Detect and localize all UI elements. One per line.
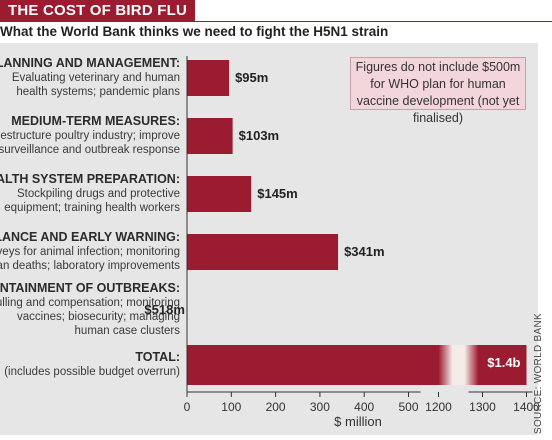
category-name-1: MEDIUM-TERM MEASURES: <box>11 114 180 128</box>
chart-title: THE COST OF BIRD FLU <box>0 0 195 22</box>
x-tick-label-1: 100 <box>221 400 241 414</box>
category-desc-3-1: human deaths; laboratory improvements <box>0 260 180 272</box>
x-tick-label-2: 200 <box>266 400 286 414</box>
bar-total-left <box>187 345 439 385</box>
note-box: Figures do not include $500m for WHO pla… <box>350 57 526 125</box>
category-desc-1-1: surveillance and outbreak response <box>0 144 180 156</box>
title-rule <box>0 21 552 22</box>
bar-2 <box>187 176 252 212</box>
category-name-2: HEALTH SYSTEM PREPARATION: <box>0 172 180 186</box>
x-tick-label-5: 500 <box>398 400 418 414</box>
source-credit: SOURCE: WORLD BANK <box>533 313 544 434</box>
value-label-3: $341m <box>344 244 384 259</box>
category-desc-2-0: Stockpiling drugs and protective <box>17 188 180 200</box>
chart-subtitle: What the World Bank thinks we need to fi… <box>0 24 389 39</box>
value-label-0: $95m <box>235 70 268 85</box>
category-name-4: CONTAINMENT OF OUTBREAKS: <box>0 281 180 295</box>
x-tick-label-8: 1400 <box>513 400 540 414</box>
category-desc-3-0: Surveys for animal infection; monitoring <box>0 246 180 258</box>
category-desc-5-0: (includes possible budget overrun) <box>4 366 180 378</box>
category-desc-0-0: Evaluating veterinary and human <box>12 72 180 84</box>
value-label-1: $103m <box>239 128 279 143</box>
category-desc-4-2: human case clusters <box>75 325 181 337</box>
category-labels-layer: PLANNING AND MANAGEMENT: Evaluating veter… <box>0 56 180 378</box>
category-name-0: PLANNING AND MANAGEMENT: <box>0 56 180 70</box>
bar-1 <box>187 118 233 154</box>
x-axis-title: $ million <box>334 414 382 429</box>
category-name-3: SURVEILLANCE AND EARLY WARNING: <box>0 230 180 244</box>
category-desc-1-0: Restructure poultry industry; improve <box>0 130 180 142</box>
x-axis: 0 100 200 300 400 500 1200 1300 1400 $ million <box>184 56 540 429</box>
value-label-5: $1.4b <box>487 355 520 370</box>
bar-total-break <box>438 345 479 385</box>
bar-3 <box>187 234 339 270</box>
x-tick-label-0: 0 <box>184 400 191 414</box>
bar-0 <box>187 60 230 96</box>
value-label-2: $145m <box>257 186 297 201</box>
category-desc-4-0: Culling and compensation; monitoring <box>0 297 180 309</box>
bars-layer: $95m $103m $145m $341m $518m $1.4b <box>144 60 527 385</box>
x-tick-label-3: 300 <box>310 400 330 414</box>
x-tick-label-7: 1300 <box>469 400 496 414</box>
category-desc-0-1: health systems; pandemic plans <box>16 86 180 98</box>
category-desc-2-1: equipment; training health workers <box>4 202 180 214</box>
category-name-5: TOTAL: <box>135 350 180 364</box>
x-tick-label-6: 1200 <box>425 400 452 414</box>
bar-total-right <box>478 345 527 385</box>
value-label-4: $518m <box>144 302 184 317</box>
category-desc-4-1: vaccines; biosecurity; managing <box>17 311 180 323</box>
x-tick-label-4: 400 <box>354 400 374 414</box>
